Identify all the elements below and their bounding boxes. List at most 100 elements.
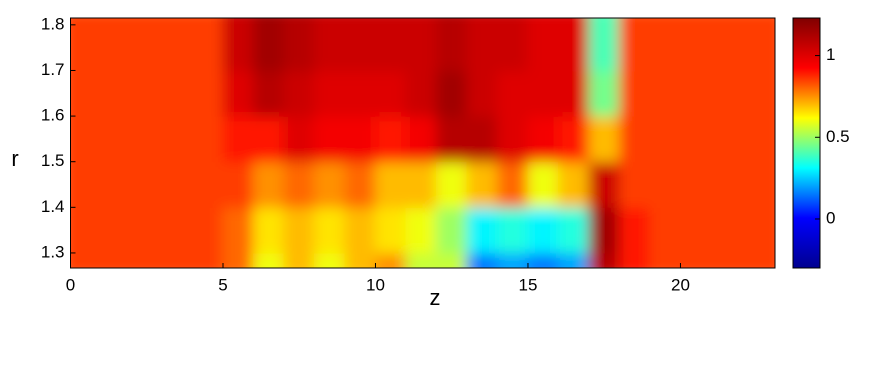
heatmap	[70, 18, 775, 268]
heatmap-cell	[466, 161, 498, 208]
heatmap-cell	[70, 69, 102, 117]
heatmap-cell	[161, 161, 193, 208]
heatmap-cell	[710, 252, 742, 268]
heatmap-cell	[283, 115, 315, 163]
heatmap-cell	[252, 161, 285, 208]
heatmap-cell	[466, 252, 498, 268]
heatmap-cell	[313, 206, 346, 254]
heatmap-cell	[679, 115, 712, 163]
heatmap-cell	[588, 252, 620, 268]
y-tick-label: 1.3	[41, 242, 65, 261]
y-tick-label: 1.4	[41, 197, 65, 216]
heatmap-cell	[679, 252, 712, 268]
heatmap-cell	[313, 18, 346, 72]
heatmap-cell	[435, 161, 468, 208]
x-tick-label: 10	[366, 275, 385, 294]
heatmap-cell	[496, 18, 529, 72]
heatmap-cell	[70, 252, 102, 268]
heatmap-cell	[710, 206, 742, 254]
heatmap-cell	[130, 69, 163, 117]
heatmap-cell	[435, 252, 468, 268]
plot-frame	[70, 17, 776, 269]
heatmap-cell	[161, 18, 193, 72]
heatmap-cell	[100, 161, 132, 208]
heatmap-cell	[649, 161, 681, 208]
heatmap-cell	[435, 115, 468, 163]
heatmap-cell	[130, 115, 163, 163]
heatmap-cell	[740, 252, 775, 268]
heatmap-cell	[496, 115, 529, 163]
heatmap-cell	[557, 18, 590, 72]
heatmap-cell	[435, 69, 468, 117]
heatmap-cell	[70, 18, 102, 72]
heatmap-cell	[222, 115, 254, 163]
heatmap-cell	[679, 18, 712, 72]
heatmap-cell	[527, 161, 559, 208]
heatmap-cell	[466, 18, 498, 72]
heatmap-cell	[557, 161, 590, 208]
y-tick-label: 1.6	[41, 106, 65, 125]
heatmap-cell	[405, 252, 437, 268]
heatmap-cell	[130, 18, 163, 72]
heatmap-cell	[283, 18, 315, 72]
heatmap-cell	[222, 206, 254, 254]
heatmap-cell	[161, 206, 193, 254]
heatmap-cell	[252, 69, 285, 117]
heatmap-cell	[588, 69, 620, 117]
heatmap-cell	[130, 206, 163, 254]
colorbar-tick-label: 0	[826, 208, 835, 227]
heatmap-cell	[70, 161, 102, 208]
heatmap-cell	[496, 69, 529, 117]
heatmap-cell	[405, 206, 437, 254]
heatmap-cell	[283, 161, 315, 208]
heatmap-cell	[100, 18, 132, 72]
x-axis-label: z	[430, 285, 441, 310]
heatmap-cell	[588, 115, 620, 163]
heatmap-cell	[740, 115, 775, 163]
heatmap-cell	[283, 69, 315, 117]
heatmap-cell	[191, 252, 224, 268]
x-tick-label: 15	[519, 275, 538, 294]
heatmap-cell	[100, 69, 132, 117]
heatmap-cell	[252, 18, 285, 72]
heatmap-cell	[618, 69, 651, 117]
heatmap-cell	[70, 206, 102, 254]
heatmap-cell	[191, 161, 224, 208]
heatmap-cell	[100, 206, 132, 254]
heatmap-cell	[374, 252, 407, 268]
heatmap-cell	[283, 206, 315, 254]
x-tick-label: 20	[671, 275, 690, 294]
heatmap-cell	[161, 252, 193, 268]
heatmap-cell	[618, 252, 651, 268]
heatmap-cell	[527, 18, 559, 72]
heatmap-cell	[710, 115, 742, 163]
y-tick-label: 1.7	[41, 60, 65, 79]
heatmap-cell	[283, 252, 315, 268]
heatmap-cell	[496, 161, 529, 208]
heatmap-cell	[161, 69, 193, 117]
y-tick-label: 1.5	[41, 151, 65, 170]
heatmap-cell	[618, 115, 651, 163]
heatmap-cell	[130, 252, 163, 268]
heatmap-cell	[588, 161, 620, 208]
heatmap-cell	[649, 252, 681, 268]
heatmap-cell	[222, 161, 254, 208]
heatmap-cell	[679, 206, 712, 254]
heatmap-cell	[374, 206, 407, 254]
colorbar	[792, 17, 821, 269]
heatmap-cell	[405, 161, 437, 208]
heatmap-cell	[649, 18, 681, 72]
heatmap-cell	[740, 161, 775, 208]
x-tick-label: 5	[218, 275, 227, 294]
heatmap-cell	[191, 69, 224, 117]
heatmap-cell	[557, 69, 590, 117]
heatmap-cell	[740, 18, 775, 72]
heatmap-cell	[222, 18, 254, 72]
heatmap-cell	[649, 115, 681, 163]
heatmap-cell	[252, 115, 285, 163]
heatmap-cell	[405, 115, 437, 163]
colorbar-tick-label: 0.5	[826, 127, 850, 146]
heatmap-cell	[527, 69, 559, 117]
heatmap-cell	[649, 69, 681, 117]
heatmap-cell	[618, 18, 651, 72]
